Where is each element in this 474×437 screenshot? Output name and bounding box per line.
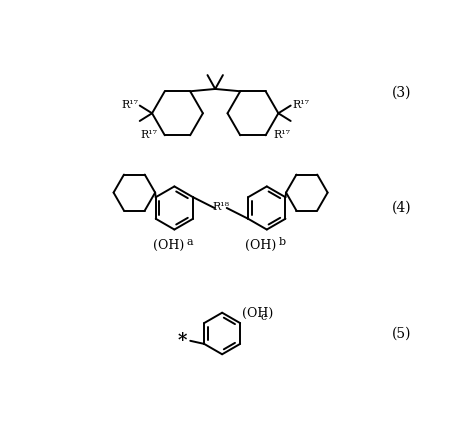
Text: R¹⁷: R¹⁷ [273,130,290,140]
Text: R¹⁷: R¹⁷ [121,100,138,110]
Text: a: a [187,237,193,247]
Text: *: * [178,332,187,350]
Text: R¹⁷: R¹⁷ [292,100,309,110]
Text: (5): (5) [392,326,411,340]
Text: (OH): (OH) [245,239,276,252]
Text: (4): (4) [392,201,411,215]
Text: (OH): (OH) [153,239,184,252]
Text: c: c [260,312,266,322]
Text: R¹⁸: R¹⁸ [212,202,229,212]
Text: b: b [279,237,286,247]
Text: (3): (3) [392,86,411,100]
Text: (OH): (OH) [242,307,273,320]
Text: R¹⁷: R¹⁷ [140,130,157,140]
